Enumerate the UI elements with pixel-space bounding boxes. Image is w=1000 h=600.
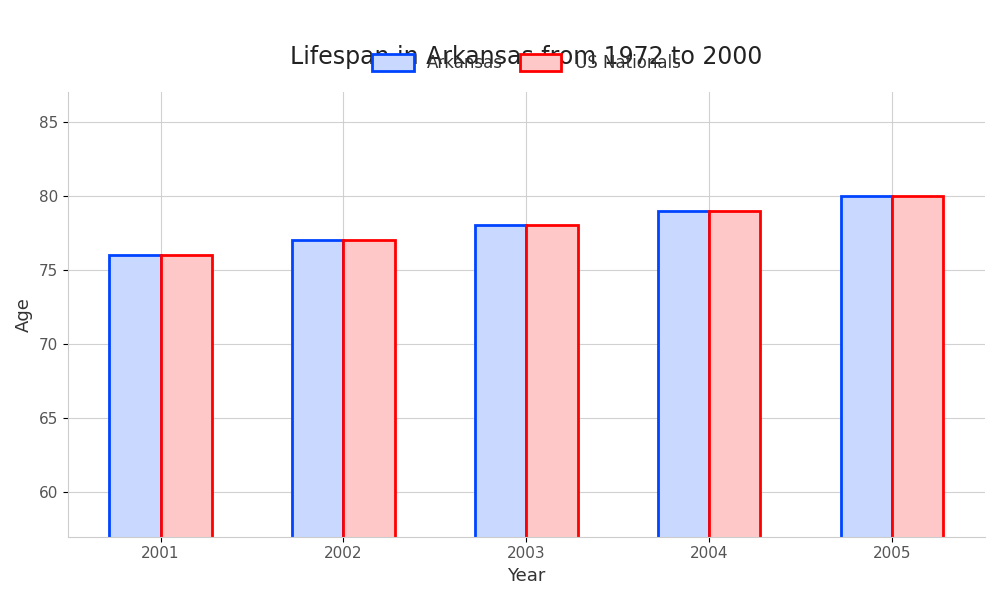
X-axis label: Year: Year — [507, 567, 546, 585]
Bar — [343, 241, 395, 600]
Bar — [526, 226, 578, 600]
Bar — [709, 211, 760, 600]
Bar — [841, 196, 892, 600]
Bar — [658, 211, 709, 600]
Title: Lifespan in Arkansas from 1972 to 2000: Lifespan in Arkansas from 1972 to 2000 — [290, 46, 763, 70]
Bar — [292, 241, 343, 600]
Bar — [109, 255, 161, 600]
Bar — [161, 255, 212, 600]
Y-axis label: Age: Age — [15, 297, 33, 332]
Bar — [475, 226, 526, 600]
Bar — [892, 196, 943, 600]
Legend: Arkansas, US Nationals: Arkansas, US Nationals — [365, 47, 687, 79]
